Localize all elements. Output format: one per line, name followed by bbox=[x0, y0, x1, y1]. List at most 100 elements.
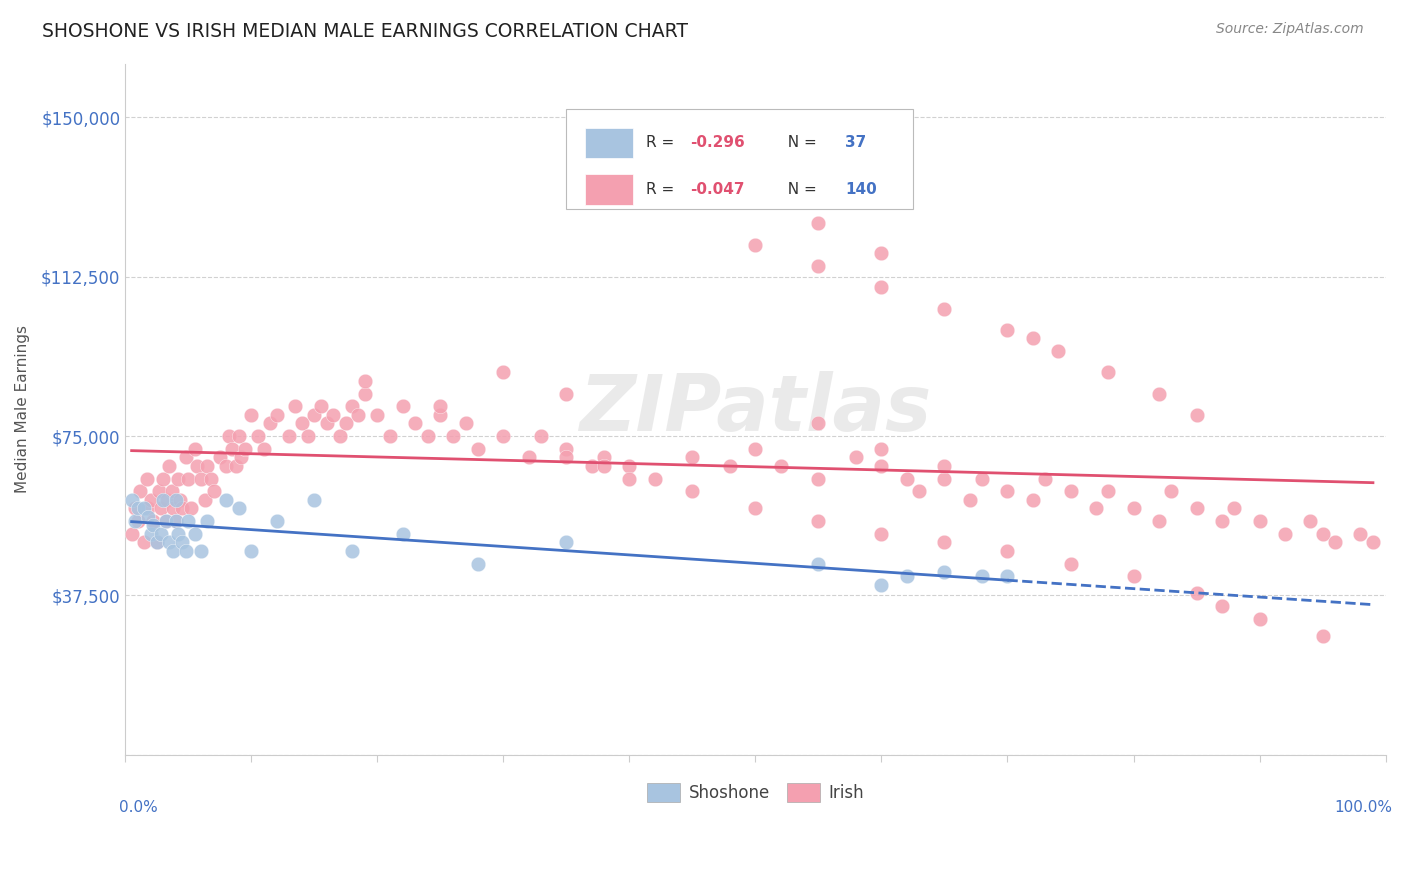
Point bbox=[304, 408, 326, 422]
Point bbox=[124, 501, 146, 516]
Point bbox=[208, 450, 231, 465]
Point bbox=[1084, 501, 1107, 516]
Text: ZIPatlas: ZIPatlas bbox=[579, 371, 932, 448]
Point bbox=[160, 484, 183, 499]
Point bbox=[139, 492, 162, 507]
Point bbox=[1185, 586, 1208, 600]
Point bbox=[391, 526, 413, 541]
Point bbox=[340, 544, 363, 558]
Point bbox=[1122, 501, 1144, 516]
Point bbox=[718, 458, 741, 473]
Point bbox=[416, 429, 439, 443]
Point bbox=[1021, 492, 1043, 507]
Point bbox=[169, 492, 191, 507]
Point bbox=[142, 518, 165, 533]
Point bbox=[1122, 569, 1144, 583]
Point bbox=[681, 484, 703, 499]
Point bbox=[744, 501, 766, 516]
Point bbox=[555, 450, 578, 465]
Point bbox=[353, 386, 375, 401]
Text: 0.0%: 0.0% bbox=[120, 800, 157, 814]
Point bbox=[807, 514, 830, 528]
Point bbox=[322, 408, 344, 422]
Point bbox=[896, 569, 918, 583]
Point bbox=[1046, 344, 1069, 359]
Point bbox=[170, 501, 193, 516]
Point bbox=[619, 458, 641, 473]
Point bbox=[329, 429, 352, 443]
Point bbox=[1274, 526, 1296, 541]
Point bbox=[136, 509, 159, 524]
Point bbox=[870, 442, 893, 456]
Text: 140: 140 bbox=[845, 182, 877, 197]
Point bbox=[148, 484, 170, 499]
Point bbox=[934, 565, 956, 579]
Point bbox=[162, 544, 184, 558]
Point bbox=[1097, 365, 1119, 379]
Point bbox=[129, 484, 152, 499]
Point bbox=[1223, 501, 1246, 516]
Point bbox=[1059, 557, 1081, 571]
Text: N =: N = bbox=[778, 182, 821, 197]
Point bbox=[530, 429, 553, 443]
Point bbox=[159, 458, 181, 473]
Point bbox=[202, 484, 225, 499]
Point bbox=[934, 301, 956, 316]
Point bbox=[190, 472, 212, 486]
Point bbox=[127, 514, 149, 528]
Point bbox=[1059, 484, 1081, 499]
Point bbox=[870, 526, 893, 541]
Point bbox=[870, 578, 893, 592]
Point bbox=[441, 429, 464, 443]
Point bbox=[177, 472, 200, 486]
Point bbox=[807, 217, 830, 231]
Point bbox=[555, 442, 578, 456]
Point bbox=[177, 514, 200, 528]
Point bbox=[180, 501, 202, 516]
Point bbox=[309, 399, 332, 413]
Point bbox=[593, 458, 616, 473]
Point bbox=[200, 472, 222, 486]
Point bbox=[1211, 514, 1233, 528]
Point bbox=[291, 417, 314, 431]
Point bbox=[146, 535, 169, 549]
Point bbox=[127, 501, 149, 516]
Point bbox=[231, 450, 253, 465]
Point bbox=[429, 408, 451, 422]
Point bbox=[908, 484, 931, 499]
Point bbox=[259, 417, 281, 431]
Point bbox=[644, 472, 666, 486]
Text: 37: 37 bbox=[845, 136, 866, 150]
Point bbox=[218, 429, 240, 443]
Point bbox=[454, 417, 477, 431]
Point bbox=[769, 458, 792, 473]
Point bbox=[934, 458, 956, 473]
Point bbox=[744, 442, 766, 456]
Bar bbox=[585, 174, 633, 204]
Point bbox=[146, 535, 169, 549]
Point bbox=[807, 472, 830, 486]
Point bbox=[228, 429, 250, 443]
Point bbox=[316, 417, 339, 431]
Point bbox=[233, 442, 256, 456]
Point bbox=[156, 492, 179, 507]
Point bbox=[934, 535, 956, 549]
Point bbox=[174, 544, 197, 558]
Point bbox=[1211, 599, 1233, 614]
Point bbox=[225, 458, 247, 473]
Point bbox=[135, 472, 157, 486]
Point bbox=[215, 492, 238, 507]
Point bbox=[186, 458, 208, 473]
Point bbox=[870, 280, 893, 294]
Text: Source: ZipAtlas.com: Source: ZipAtlas.com bbox=[1216, 22, 1364, 37]
Point bbox=[807, 557, 830, 571]
Point bbox=[1312, 629, 1334, 643]
Point bbox=[1324, 535, 1347, 549]
Point bbox=[297, 429, 319, 443]
Text: R =: R = bbox=[645, 182, 679, 197]
Point bbox=[149, 501, 172, 516]
Point bbox=[165, 514, 187, 528]
Point bbox=[997, 569, 1019, 583]
Point bbox=[1312, 526, 1334, 541]
Point bbox=[170, 535, 193, 549]
